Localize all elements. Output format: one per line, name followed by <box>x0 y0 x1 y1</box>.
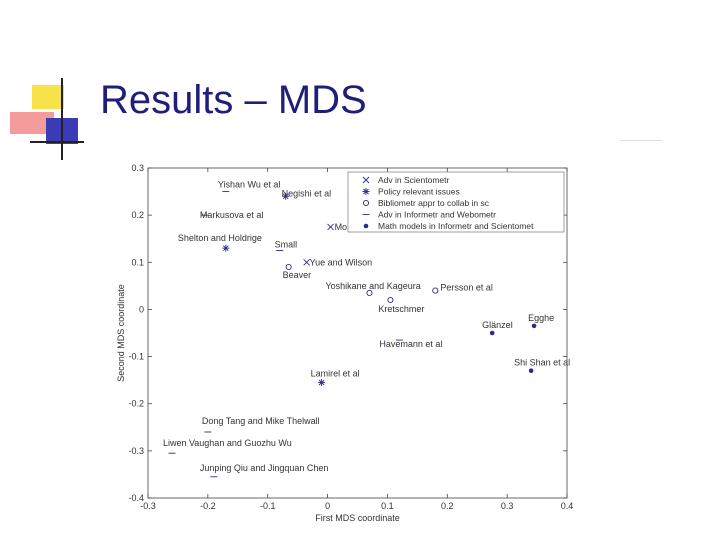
x-tick-label: -0.2 <box>200 501 216 511</box>
point-label: Yishan Wu et al <box>218 180 281 190</box>
point-label: Negishi et al <box>282 188 332 198</box>
point-label: Dong Tang and Mike Thelwall <box>202 416 320 426</box>
slide-logo-icon <box>10 78 84 160</box>
legend-entry: Policy relevant issues <box>378 187 460 197</box>
y-tick-label: -0.4 <box>128 493 144 503</box>
point-label: Shi Shan et al <box>514 358 570 368</box>
point-label: Yoshikane and Kageura <box>325 281 420 291</box>
x-tick-label: -0.3 <box>140 501 156 511</box>
point-label: Markusova et al <box>200 210 264 220</box>
slide-title: Results – MDS <box>100 78 367 122</box>
legend-box <box>347 171 565 233</box>
y-tick-label: -0.2 <box>128 399 144 409</box>
x-tick-label: 0 <box>325 501 330 511</box>
y-tick-label: 0 <box>139 304 144 314</box>
x-tick-label: 0.2 <box>441 501 454 511</box>
x-tick-label: -0.1 <box>260 501 276 511</box>
x-tick-label: 0.4 <box>561 501 574 511</box>
point-label: Kretschmer <box>378 304 424 314</box>
x-tick-label: 0.3 <box>501 501 514 511</box>
legend-entry: Bibliometr appr to collab in sc <box>378 198 490 208</box>
point-label: Mo <box>335 222 348 232</box>
data-point <box>303 258 310 266</box>
y-tick-label: -0.3 <box>128 446 144 456</box>
y-tick-label: 0.2 <box>131 210 144 220</box>
plot-frame <box>147 167 568 499</box>
legend-entry: Adv in Scientometr <box>378 175 450 185</box>
x-tick-label: 0.1 <box>381 501 394 511</box>
point-label: Havemann et al <box>379 339 442 349</box>
data-point <box>318 379 326 386</box>
y-tick-label: 0.1 <box>131 257 144 267</box>
legend-marker <box>362 176 370 184</box>
point-label: Persson et al <box>440 283 493 293</box>
y-axis-label: Second MDS coordinate <box>116 284 126 382</box>
point-label: Shelton and Holdrige <box>178 233 262 243</box>
title-divider <box>620 140 662 141</box>
legend-marker <box>362 199 370 207</box>
data-point <box>222 244 230 252</box>
data-point <box>387 296 394 304</box>
point-label: Yue and Wilson <box>310 257 373 267</box>
data-point <box>489 330 495 336</box>
y-tick-label: -0.1 <box>128 352 144 362</box>
data-point <box>366 289 373 296</box>
legend-marker <box>363 223 369 229</box>
legend-marker <box>362 188 370 195</box>
data-point <box>327 223 334 231</box>
x-axis-label: First MDS coordinate <box>315 513 400 523</box>
data-point <box>528 368 534 374</box>
point-label: Small <box>275 240 298 250</box>
point-label: Junping Qiu and Jingquan Chen <box>200 463 329 473</box>
point-label: Egghe <box>528 313 554 323</box>
data-point <box>285 263 292 271</box>
legend-entry: Math models in Informetr and Scientomet <box>378 221 534 231</box>
point-label: Beaver <box>283 270 312 280</box>
point-label: Liwen Vaughan and Guozhu Wu <box>163 438 292 448</box>
point-label: Lamirel et al <box>311 369 360 379</box>
data-point <box>432 287 439 294</box>
data-point <box>282 192 290 200</box>
legend-entry: Adv in Informetr and Webometr <box>378 210 496 220</box>
point-label: Glänzel <box>482 320 513 330</box>
data-point <box>531 323 537 329</box>
y-tick-label: 0.3 <box>131 163 144 173</box>
